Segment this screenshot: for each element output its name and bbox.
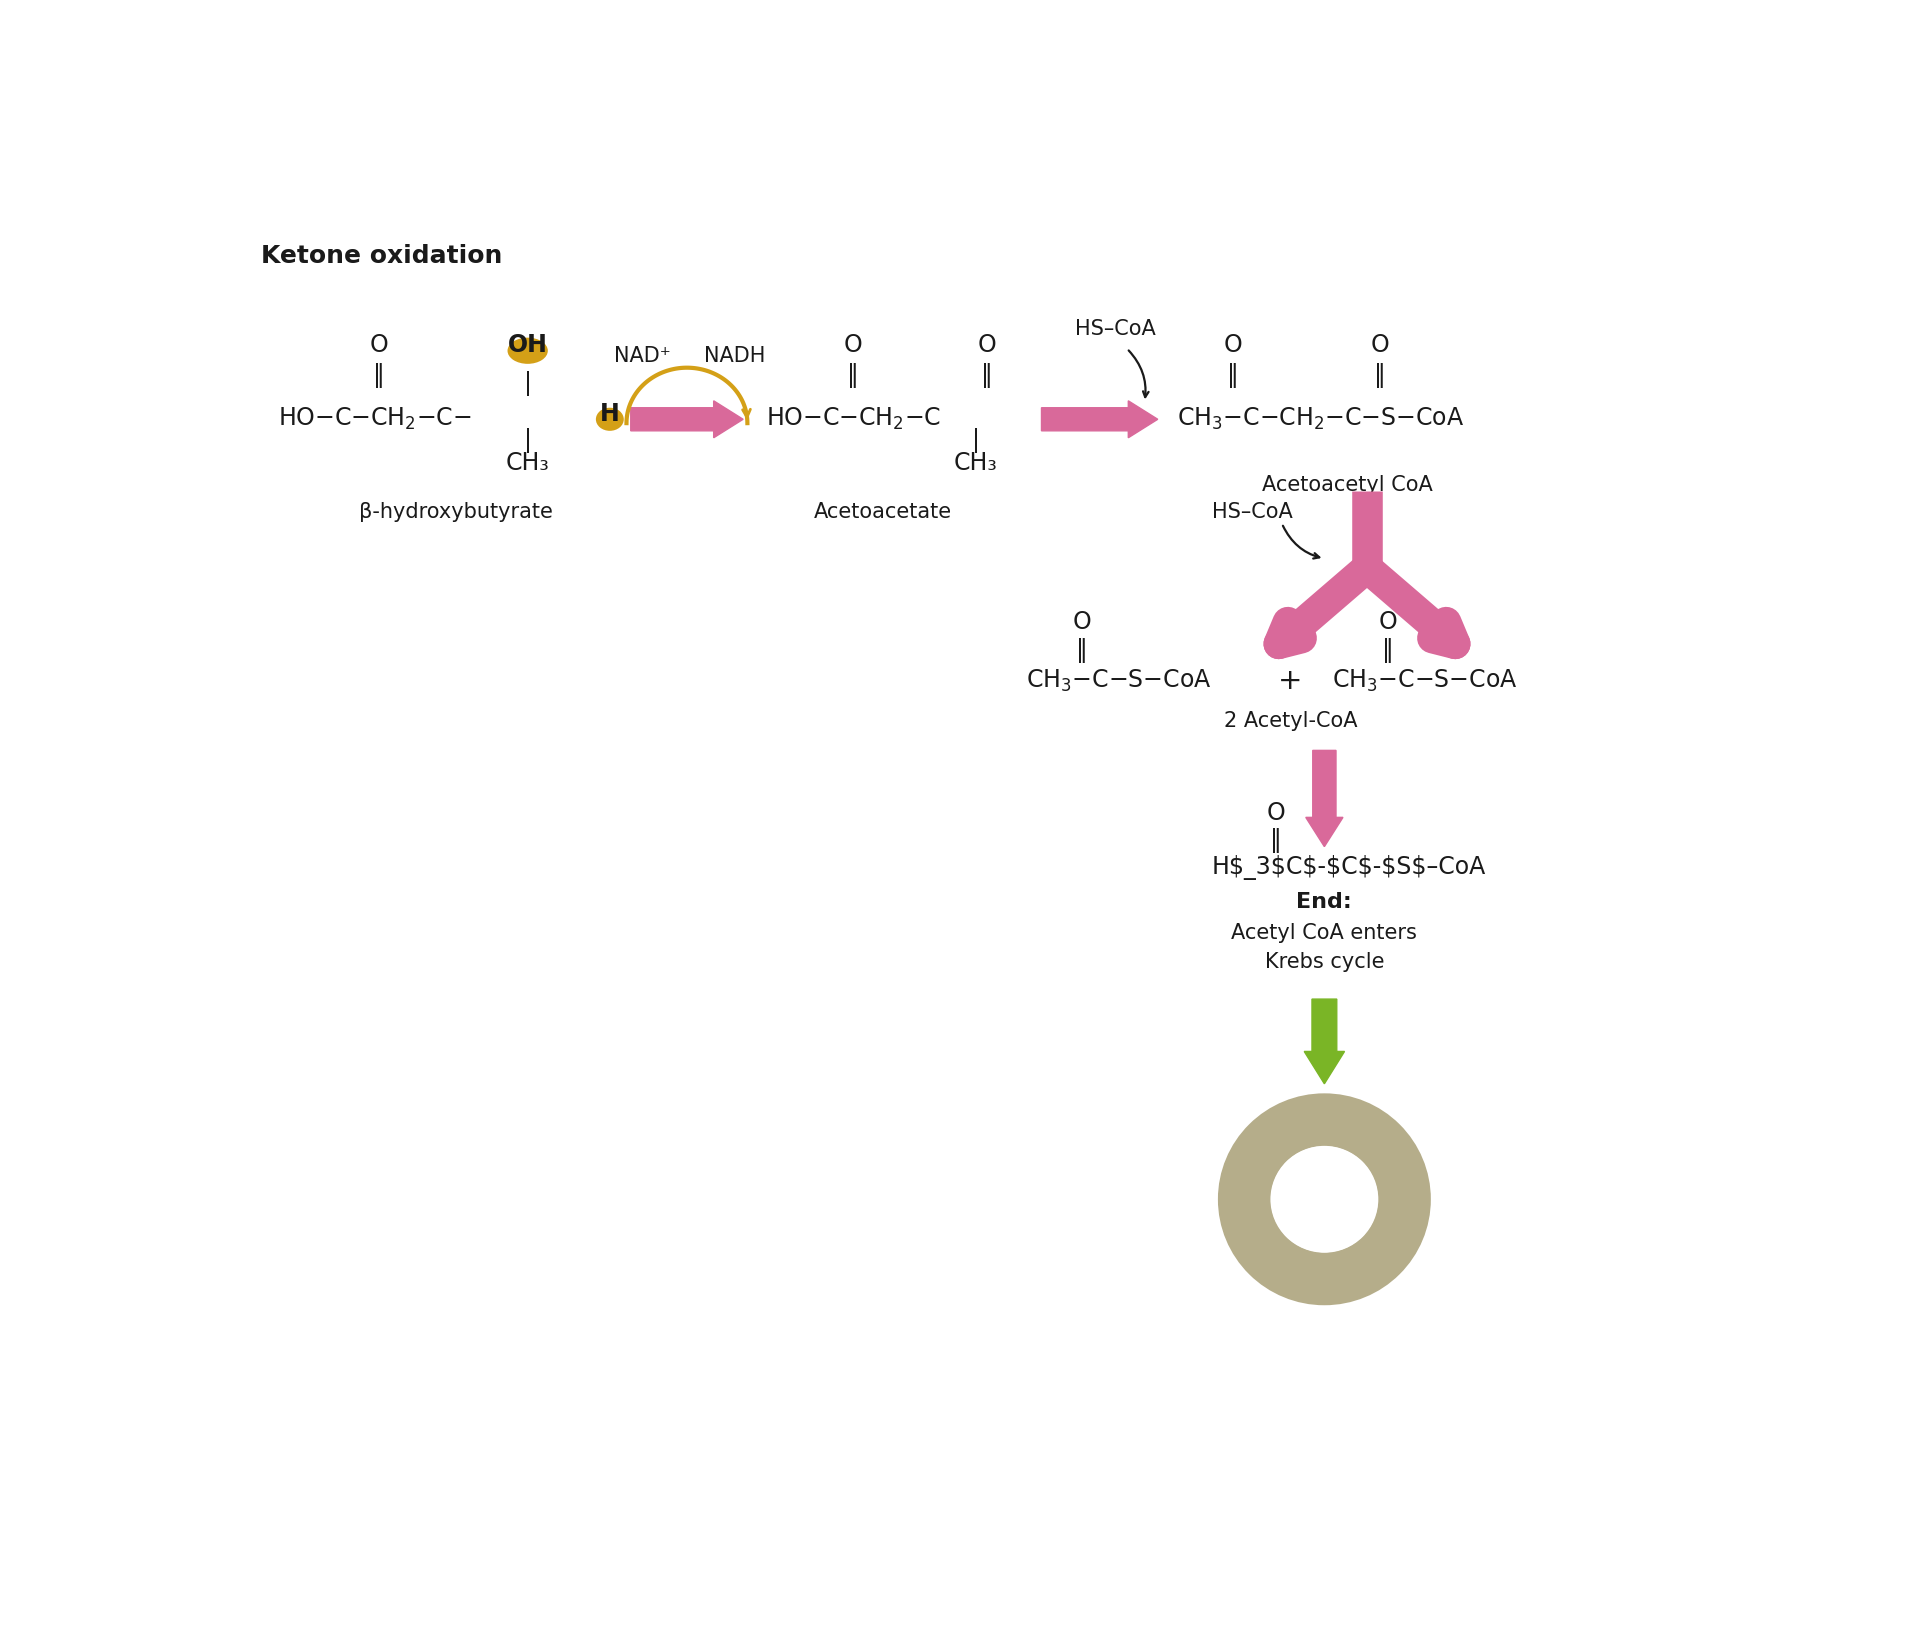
Text: ‖: ‖ — [1374, 362, 1386, 388]
Text: Acetyl CoA enters: Acetyl CoA enters — [1231, 923, 1416, 943]
Text: O: O — [1378, 611, 1397, 634]
Text: NAD⁺: NAD⁺ — [612, 346, 670, 365]
Text: CH$_3$$-$C$-$CH$_2$$-$C$-$S$-$CoA: CH$_3$$-$C$-$CH$_2$$-$C$-$S$-$CoA — [1177, 407, 1464, 433]
Text: Acetoacetyl CoA: Acetoacetyl CoA — [1261, 476, 1432, 495]
Text: ‖: ‖ — [373, 362, 385, 388]
Text: |: | — [523, 428, 532, 453]
Ellipse shape — [507, 337, 547, 364]
Text: HO$-$C$-$CH$_2$$-$C: HO$-$C$-$CH$_2$$-$C — [766, 407, 942, 433]
Text: Krebs cycle: Krebs cycle — [1263, 953, 1384, 973]
FancyArrow shape — [630, 400, 743, 438]
Text: HS–CoA: HS–CoA — [1074, 319, 1154, 339]
Text: β-hydroxybutyrate: β-hydroxybutyrate — [360, 502, 553, 522]
Text: O: O — [1223, 332, 1242, 357]
Text: O: O — [1265, 800, 1284, 825]
Text: ‖: ‖ — [980, 362, 993, 388]
Text: CH$_3$$-$C$-$S$-$CoA: CH$_3$$-$C$-$S$-$CoA — [1026, 668, 1212, 695]
Text: CH₃: CH₃ — [505, 451, 549, 476]
Text: O: O — [844, 332, 861, 357]
Text: HS–CoA: HS–CoA — [1212, 502, 1292, 522]
FancyArrow shape — [1041, 400, 1158, 438]
Text: ‖: ‖ — [1269, 828, 1280, 853]
FancyArrow shape — [1303, 999, 1344, 1083]
Text: CH$_3$$-$C$-$S$-$CoA: CH$_3$$-$C$-$S$-$CoA — [1332, 668, 1518, 695]
Text: OH: OH — [507, 332, 547, 357]
Text: HO$-$C$-$CH$_2$$-$C$-$: HO$-$C$-$CH$_2$$-$C$-$ — [278, 407, 471, 433]
Text: O: O — [1370, 332, 1390, 357]
Text: Acetoacetate: Acetoacetate — [813, 502, 951, 522]
Text: 2 Acetyl-CoA: 2 Acetyl-CoA — [1223, 711, 1357, 731]
Ellipse shape — [595, 408, 624, 431]
Text: CH₃: CH₃ — [953, 451, 997, 476]
Text: O: O — [978, 332, 995, 357]
Text: Ketone oxidation: Ketone oxidation — [260, 245, 501, 268]
Text: ‖: ‖ — [1382, 637, 1393, 663]
Text: O: O — [1072, 611, 1091, 634]
Text: NADH: NADH — [704, 346, 766, 365]
Text: |: | — [523, 370, 532, 397]
Text: End:: End: — [1296, 892, 1351, 912]
Text: H$_3$C$-$C$-$S$–CoA: H$_3$C$-$C$-$S$–CoA — [1212, 854, 1485, 881]
Text: O: O — [369, 332, 389, 357]
Text: +: + — [1277, 667, 1302, 695]
Text: ‖: ‖ — [846, 362, 859, 388]
Text: ‖: ‖ — [1076, 637, 1087, 663]
Text: ‖: ‖ — [1227, 362, 1238, 388]
Text: H: H — [599, 402, 620, 426]
Circle shape — [1271, 1147, 1376, 1251]
Text: |: | — [970, 428, 980, 453]
FancyArrow shape — [1305, 751, 1342, 846]
